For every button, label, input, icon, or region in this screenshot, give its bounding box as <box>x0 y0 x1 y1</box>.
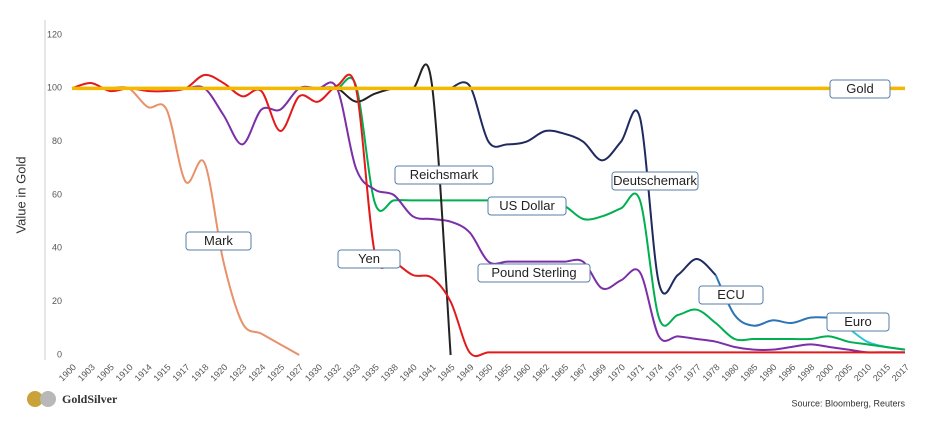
x-tick-label: 1962 <box>530 362 551 383</box>
x-tick-label: 1949 <box>454 362 475 383</box>
x-tick-label: 1974 <box>644 362 665 383</box>
x-tick-label: 1924 <box>246 362 267 383</box>
series-label: Deutschemark <box>611 171 699 191</box>
x-tick-label: 2010 <box>852 362 873 383</box>
x-tick-label: 1996 <box>776 362 797 383</box>
x-tick-label: 1967 <box>568 362 589 383</box>
y-axis-label: Value in Gold <box>13 156 28 233</box>
label-box <box>185 231 252 251</box>
x-tick-label: 1971 <box>625 362 646 383</box>
x-tick-label: 1945 <box>435 362 456 383</box>
logo-coin <box>27 391 43 407</box>
x-tick-label: 1990 <box>757 362 778 383</box>
x-tick-label: 2000 <box>814 362 835 383</box>
label-box <box>826 312 890 332</box>
label-text: Reichsmark <box>410 167 479 182</box>
label-text: Pound Sterling <box>491 265 576 280</box>
x-tick-label: 1927 <box>284 362 305 383</box>
series-label: Yen <box>337 249 401 269</box>
x-tick-label: 1903 <box>76 362 97 383</box>
label-text: Euro <box>844 314 871 329</box>
label-box <box>611 171 699 191</box>
x-tick-label: 1969 <box>587 362 608 383</box>
x-tick-label: 1970 <box>606 362 627 383</box>
series-line <box>71 85 300 356</box>
x-tick-label: 1900 <box>57 362 78 383</box>
label-text: Yen <box>358 251 380 266</box>
x-tick-label: 1925 <box>265 362 286 383</box>
series-label: Pound Sterling <box>477 263 591 283</box>
series-label: ECU <box>698 285 764 305</box>
x-tick-label: 1923 <box>227 362 248 383</box>
series-line <box>450 81 717 295</box>
y-tick-label: 0 <box>57 349 62 359</box>
series-label: US Dollar <box>487 196 567 216</box>
label-text: Mark <box>204 233 233 248</box>
source: Source: Bloomberg, Reuters <box>791 398 905 408</box>
logo-text: GoldSilver <box>62 392 118 406</box>
label-text: Deutschemark <box>613 173 697 188</box>
series-label: Euro <box>826 312 890 332</box>
x-tick-label: 1998 <box>795 362 816 383</box>
logo: GoldSilver <box>27 391 118 407</box>
x-tick-label: 1940 <box>398 362 419 383</box>
x-tick-label: 1980 <box>719 362 740 383</box>
x-tick-label: 1915 <box>152 362 173 383</box>
x-tick-label: 1917 <box>170 362 191 383</box>
x-tick-label: 1910 <box>114 362 135 383</box>
x-tick-label: 1930 <box>303 362 324 383</box>
y-tick-label: 100 <box>47 83 62 93</box>
label-box <box>337 249 401 269</box>
label-box <box>698 285 764 305</box>
label-box <box>394 165 494 185</box>
x-tick-label: 1985 <box>738 362 759 383</box>
label-box <box>829 79 891 99</box>
x-tick-label: 1965 <box>549 362 570 383</box>
y-tick-label: 40 <box>52 243 62 253</box>
x-tick-label: 1932 <box>322 362 343 383</box>
x-tick-label: 2005 <box>833 362 854 383</box>
series-label: Gold <box>829 79 891 99</box>
label-text: Gold <box>846 81 873 96</box>
y-tick-label: 120 <box>47 29 62 39</box>
x-tick-label: 1914 <box>133 362 154 383</box>
x-tick-label: 1941 <box>417 362 438 383</box>
x-tick-label: 1905 <box>95 362 116 383</box>
series-line <box>71 73 905 358</box>
x-tick-label: 1920 <box>208 362 229 383</box>
series-line <box>714 274 830 327</box>
x-tick-label: 1977 <box>682 362 703 383</box>
x-tick-label: 1918 <box>189 362 210 383</box>
logo-coin <box>40 391 56 407</box>
x-tick-label: 1935 <box>360 362 381 383</box>
x-tick-label: 2015 <box>871 362 892 383</box>
x-tick-label: 1960 <box>511 362 532 383</box>
x-tick-label: 1933 <box>341 362 362 383</box>
series-line <box>71 81 905 354</box>
y-tick-label: 20 <box>52 296 62 306</box>
x-tick-label: 1950 <box>473 362 494 383</box>
series-label: Reichsmark <box>394 165 494 185</box>
label-box <box>477 263 591 283</box>
y-tick-label: 80 <box>52 136 62 146</box>
x-tick-label: 1975 <box>663 362 684 383</box>
x-tick-label: 1978 <box>701 362 722 383</box>
series-label: Mark <box>185 231 252 251</box>
label-text: ECU <box>717 287 744 302</box>
label-text: US Dollar <box>499 198 555 213</box>
label-box <box>487 196 567 216</box>
y-tick-label: 60 <box>52 189 62 199</box>
x-tick-label: 1938 <box>379 362 400 383</box>
x-tick-label: 2017 <box>890 362 911 383</box>
x-tick-label: 1955 <box>492 362 513 383</box>
